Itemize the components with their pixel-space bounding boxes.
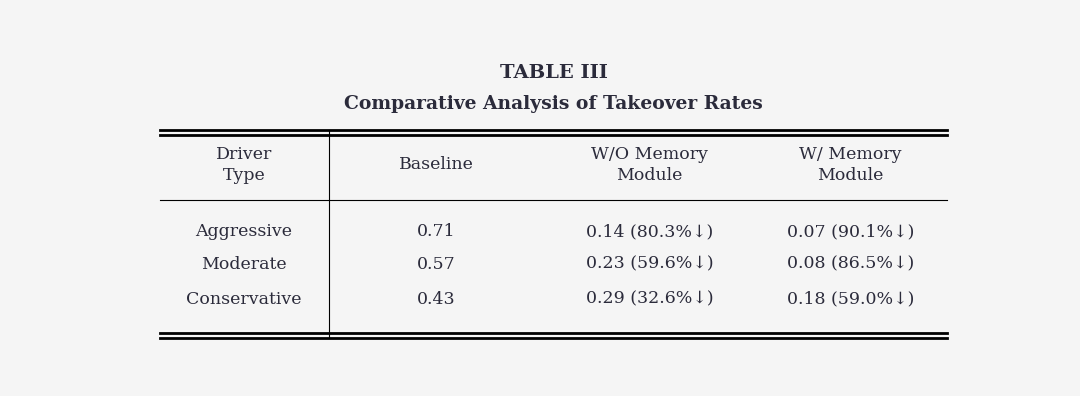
Text: W/O Memory
Module: W/O Memory Module (591, 146, 708, 184)
Text: 0.71: 0.71 (417, 223, 456, 240)
Text: Comparative Analysis of Takeover Rates: Comparative Analysis of Takeover Rates (345, 95, 762, 113)
Text: Conservative: Conservative (186, 291, 301, 308)
Text: Aggressive: Aggressive (195, 223, 293, 240)
Text: 0.14 (80.3%↓): 0.14 (80.3%↓) (586, 223, 714, 240)
Text: Driver
Type: Driver Type (216, 146, 272, 184)
Text: TABLE III: TABLE III (500, 65, 607, 82)
Text: 0.08 (86.5%↓): 0.08 (86.5%↓) (787, 255, 915, 272)
Text: 0.07 (90.1%↓): 0.07 (90.1%↓) (787, 223, 915, 240)
Text: 0.43: 0.43 (417, 291, 456, 308)
Text: Baseline: Baseline (399, 156, 474, 173)
Text: 0.18 (59.0%↓): 0.18 (59.0%↓) (787, 291, 915, 308)
Text: 0.29 (32.6%↓): 0.29 (32.6%↓) (586, 291, 714, 308)
Text: W/ Memory
Module: W/ Memory Module (799, 146, 902, 184)
Text: Moderate: Moderate (201, 255, 286, 272)
Text: 0.23 (59.6%↓): 0.23 (59.6%↓) (586, 255, 714, 272)
Text: 0.57: 0.57 (417, 255, 456, 272)
